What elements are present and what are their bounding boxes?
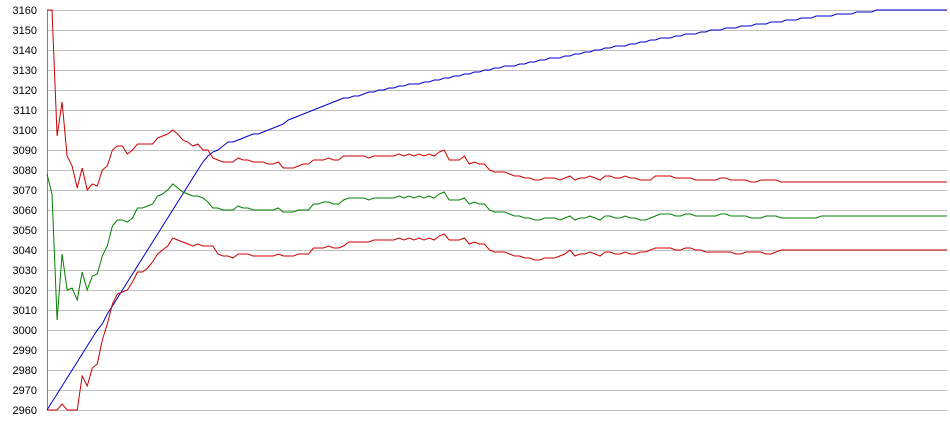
- y-tick-label: 3090: [13, 145, 37, 157]
- y-tick-label: 3120: [13, 85, 37, 97]
- y-tick-label: 3150: [13, 25, 37, 37]
- y-tick-label: 3040: [13, 245, 37, 257]
- y-tick-label: 3000: [13, 325, 37, 337]
- y-tick-label: 3080: [13, 165, 37, 177]
- y-tick-label: 3070: [13, 185, 37, 197]
- y-tick-label: 3110: [13, 105, 37, 117]
- y-tick-label: 2980: [13, 365, 37, 377]
- y-tick-label: 3140: [13, 45, 37, 57]
- series-line-2: [47, 9, 947, 192]
- y-tick-label: 3100: [13, 125, 37, 137]
- y-tick-label: 2960: [13, 405, 37, 417]
- y-tick-label: 3050: [13, 225, 37, 237]
- series-group: [46, 9, 947, 411]
- y-tick-label: 3060: [13, 205, 37, 217]
- y-tick-label: 3130: [13, 65, 37, 77]
- y-tick-label: 3010: [13, 305, 37, 317]
- grid-lines: [47, 10, 947, 411]
- y-tick-label: 2990: [13, 345, 37, 357]
- y-tick-label: 3030: [13, 265, 37, 277]
- series-line-3: [46, 173, 947, 321]
- y-tick-label: 3160: [13, 5, 37, 17]
- series-line-1: [46, 9, 947, 411]
- y-tick-label: 3020: [13, 285, 37, 297]
- y-tick-labels: 2960 2970 2980 2990 3000 3010 3020 3030 3040 3050…: [13, 5, 37, 417]
- y-tick-label: 2970: [13, 385, 37, 397]
- series-line-4: [47, 233, 947, 411]
